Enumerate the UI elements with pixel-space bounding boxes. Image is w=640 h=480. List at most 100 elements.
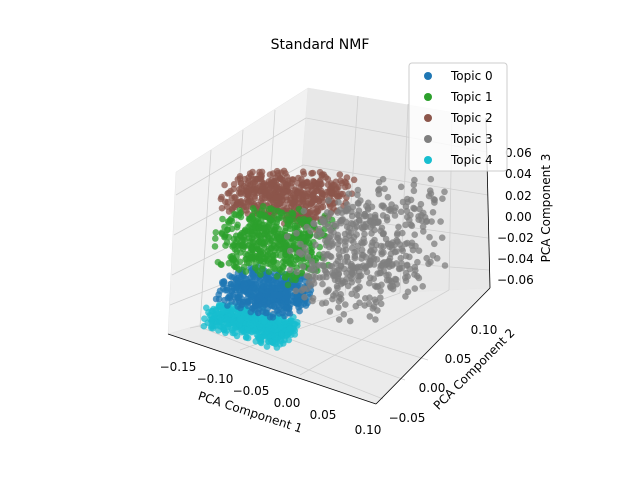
scatter-point-topic-3 bbox=[415, 247, 423, 254]
scatter-point-topic-3 bbox=[327, 263, 334, 270]
scatter-point-topic-2 bbox=[324, 175, 332, 183]
scatter-point-topic-3 bbox=[361, 230, 368, 238]
scatter-point-topic-3 bbox=[366, 279, 373, 287]
scatter-point-topic-3 bbox=[326, 243, 333, 251]
legend-marker bbox=[424, 93, 432, 101]
scatter-point-topic-3 bbox=[411, 271, 418, 278]
scatter-point-topic-3 bbox=[358, 255, 365, 262]
scatter-point-topic-3 bbox=[341, 242, 349, 249]
scatter-point-topic-3 bbox=[349, 270, 356, 277]
scatter-point-topic-1 bbox=[238, 237, 246, 244]
legend-label: Topic 0 bbox=[450, 69, 493, 83]
scatter-point-topic-3 bbox=[348, 290, 356, 298]
scatter-point-topic-1 bbox=[229, 241, 237, 249]
scatter-point-topic-2 bbox=[283, 196, 291, 204]
scatter-point-topic-4 bbox=[200, 322, 208, 330]
scatter-point-topic-2 bbox=[309, 169, 317, 177]
scatter-point-topic-2 bbox=[266, 171, 274, 178]
scatter-point-topic-3 bbox=[307, 227, 314, 235]
scatter-point-topic-1 bbox=[277, 209, 284, 217]
z-tick-label: 0.06 bbox=[505, 146, 532, 160]
scatter-point-topic-3 bbox=[383, 272, 390, 279]
scatter-point-topic-1 bbox=[224, 226, 232, 233]
scatter-point-topic-3 bbox=[399, 229, 406, 237]
scatter-point-topic-3 bbox=[325, 197, 332, 204]
scatter-point-topic-3 bbox=[376, 185, 383, 193]
scatter-point-topic-3 bbox=[301, 293, 308, 301]
scatter-point-topic-3 bbox=[367, 274, 374, 282]
scatter-point-topic-3 bbox=[395, 265, 403, 273]
scatter-point-topic-1 bbox=[249, 215, 257, 223]
scatter-point-topic-3 bbox=[354, 273, 362, 280]
scatter-point-topic-3 bbox=[354, 242, 362, 250]
scatter-point-topic-4 bbox=[256, 323, 264, 330]
scatter-point-topic-3 bbox=[370, 261, 378, 268]
scatter-point-topic-1 bbox=[290, 238, 297, 246]
scatter-point-topic-3 bbox=[350, 234, 358, 241]
scatter-point-topic-3 bbox=[344, 282, 352, 290]
scatter-point-topic-3 bbox=[399, 198, 407, 206]
scatter-point-topic-3 bbox=[377, 300, 385, 308]
scatter-point-topic-0 bbox=[215, 291, 222, 298]
scatter-point-topic-1 bbox=[254, 231, 262, 238]
scatter-point-topic-3 bbox=[343, 253, 351, 261]
scatter-point-topic-0 bbox=[283, 294, 291, 302]
scatter-point-topic-3 bbox=[322, 237, 329, 244]
scatter-point-topic-1 bbox=[219, 215, 226, 223]
scatter-point-topic-3 bbox=[377, 294, 384, 302]
scatter-point-topic-4 bbox=[278, 330, 285, 338]
scatter-point-topic-3 bbox=[426, 233, 433, 241]
scatter-point-topic-3 bbox=[348, 220, 355, 227]
scatter-point-topic-2 bbox=[282, 170, 289, 177]
scatter-point-topic-2 bbox=[308, 192, 316, 199]
scatter-point-topic-3 bbox=[356, 283, 363, 291]
scatter-point-topic-3 bbox=[387, 207, 395, 215]
scatter-point-topic-4 bbox=[237, 316, 245, 324]
scatter-point-topic-1 bbox=[218, 261, 225, 269]
scatter-point-topic-3 bbox=[371, 219, 379, 226]
scatter-point-topic-3 bbox=[420, 228, 427, 235]
scatter-point-topic-3 bbox=[334, 235, 342, 242]
scatter-point-topic-2 bbox=[301, 190, 308, 198]
scatter-point-topic-1 bbox=[236, 207, 243, 214]
scatter-point-topic-3 bbox=[411, 231, 419, 238]
scatter-point-topic-0 bbox=[235, 293, 243, 301]
scatter-point-topic-0 bbox=[294, 293, 301, 300]
scatter-point-topic-1 bbox=[242, 268, 250, 275]
scatter-point-topic-3 bbox=[324, 215, 332, 222]
scatter-point-topic-2 bbox=[218, 193, 225, 201]
scatter-point-topic-3 bbox=[384, 240, 392, 247]
x-tick-label: −0.05 bbox=[233, 384, 270, 398]
z-tick-label: −0.04 bbox=[497, 252, 534, 266]
scatter-point-topic-2 bbox=[312, 214, 320, 221]
scatter-point-topic-3 bbox=[398, 260, 405, 267]
scatter-point-topic-1 bbox=[284, 221, 292, 228]
scatter-point-topic-2 bbox=[277, 200, 284, 207]
scatter-point-topic-3 bbox=[299, 263, 307, 271]
scatter-point-topic-0 bbox=[226, 272, 233, 280]
scatter-point-topic-1 bbox=[265, 260, 272, 267]
scatter-point-topic-4 bbox=[222, 307, 230, 315]
scatter-point-topic-1 bbox=[278, 268, 286, 276]
scatter-point-topic-3 bbox=[348, 244, 356, 252]
scatter-point-topic-4 bbox=[264, 327, 271, 335]
scatter-point-topic-1 bbox=[277, 214, 285, 221]
scatter-point-topic-3 bbox=[411, 176, 418, 184]
x-tick-label: 0.05 bbox=[310, 408, 337, 422]
z-tick-label: 0.00 bbox=[505, 210, 532, 224]
scatter-point-topic-3 bbox=[319, 274, 326, 281]
scatter-point-topic-3 bbox=[369, 239, 376, 246]
scatter-point-topic-1 bbox=[276, 252, 284, 259]
scatter-point-topic-2 bbox=[248, 198, 255, 205]
scatter-point-topic-4 bbox=[247, 322, 255, 329]
scatter-point-topic-3 bbox=[410, 204, 417, 212]
scatter-point-topic-2 bbox=[303, 178, 311, 186]
scatter-point-topic-3 bbox=[441, 188, 448, 196]
scatter-point-topic-3 bbox=[320, 250, 327, 258]
scatter-point-topic-3 bbox=[397, 208, 405, 216]
scatter-point-topic-2 bbox=[236, 175, 244, 182]
scatter-point-topic-3 bbox=[351, 254, 359, 262]
scatter-point-topic-1 bbox=[257, 216, 265, 224]
scatter-point-topic-1 bbox=[288, 254, 295, 262]
scatter-point-topic-3 bbox=[423, 254, 431, 262]
